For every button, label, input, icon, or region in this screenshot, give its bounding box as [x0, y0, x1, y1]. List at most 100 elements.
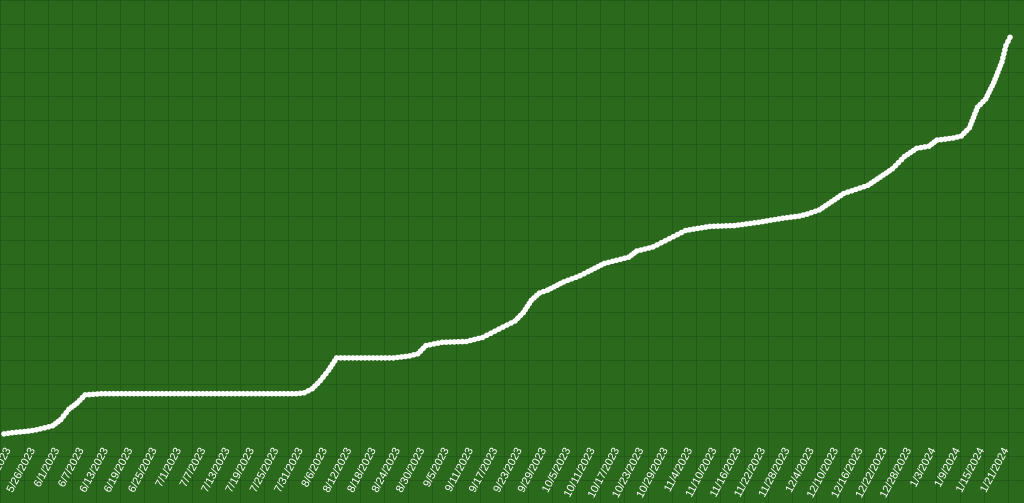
data-point: [792, 213, 798, 220]
data-point: [179, 390, 186, 397]
data-point: [191, 390, 198, 397]
data-point: [443, 339, 450, 346]
data-point: [386, 355, 393, 361]
data-point: [277, 390, 283, 397]
data-point: [784, 214, 790, 221]
data-point: [86, 391, 92, 398]
data-point: [220, 390, 226, 397]
data-point: [127, 390, 133, 397]
data-point: [370, 355, 376, 361]
data-point: [252, 390, 259, 397]
data-point: [455, 338, 462, 345]
data-point: [106, 390, 113, 397]
data-point: [1007, 34, 1013, 41]
data-point: [333, 355, 340, 361]
data-point: [1003, 42, 1009, 49]
data-point: [232, 390, 238, 397]
data-point: [938, 136, 944, 143]
data-point: [256, 390, 263, 397]
data-point: [17, 429, 24, 435]
data-point: [102, 390, 109, 397]
data-point: [143, 390, 149, 397]
data-point: [208, 390, 214, 397]
data-point: [118, 390, 125, 397]
data-point: [151, 390, 157, 397]
data-point: [240, 390, 247, 397]
data-point: [147, 390, 153, 397]
data-point: [159, 390, 165, 397]
data-point: [358, 355, 364, 361]
data-point: [268, 390, 275, 397]
data-point: [451, 339, 458, 345]
data-point: [139, 390, 145, 397]
data-point: [216, 390, 222, 397]
data-point: [114, 390, 121, 397]
data-point: [273, 390, 279, 397]
data-point: [289, 390, 295, 397]
data-point: [743, 221, 750, 227]
data-point: [212, 390, 218, 397]
data-point: [228, 390, 234, 397]
data-point: [281, 390, 287, 397]
data-point: [204, 390, 210, 397]
data-point: [727, 222, 733, 229]
data-point: [398, 354, 405, 360]
series: [1, 34, 1013, 437]
data-point: [439, 339, 445, 346]
data-point: [167, 390, 174, 397]
data-point: [224, 390, 230, 397]
data-point: [183, 390, 190, 397]
data-point: [942, 136, 948, 142]
data-point: [711, 223, 717, 230]
data-point: [1, 431, 7, 437]
data-point: [459, 338, 466, 345]
data-point: [382, 355, 389, 361]
data-point: [94, 391, 101, 397]
data-point: [354, 355, 360, 361]
data-point: [341, 355, 348, 361]
data-point: [200, 390, 206, 397]
data-point: [163, 390, 170, 397]
x-axis-tick-labels: 5/20/20235/26/20236/1/20236/7/20236/13/2…: [0, 446, 1012, 500]
data-point: [236, 390, 243, 397]
data-point: [346, 355, 352, 361]
data-point: [378, 355, 385, 361]
data-point: [735, 222, 741, 228]
data-point: [131, 390, 137, 397]
data-point: [82, 392, 88, 398]
data-point: [715, 223, 721, 229]
data-point: [248, 390, 255, 397]
data-point: [187, 390, 194, 397]
data-point: [135, 390, 141, 397]
data-point: [723, 223, 729, 229]
data-point: [285, 390, 291, 397]
data-point: [707, 223, 713, 230]
data-point: [98, 390, 105, 397]
data-point: [90, 391, 96, 398]
data-point: [195, 390, 202, 397]
data-point: [297, 390, 303, 397]
data-point: [780, 215, 786, 221]
data-point: [751, 220, 758, 226]
data-point: [719, 223, 725, 229]
data-point: [110, 390, 117, 397]
data-point: [25, 428, 32, 434]
data-point: [171, 390, 178, 397]
data-point: [9, 429, 15, 436]
data-point: [337, 355, 344, 361]
data-point: [374, 355, 381, 361]
data-point: [362, 355, 368, 361]
data-point: [264, 390, 271, 397]
data-point: [771, 216, 778, 223]
data-point: [260, 390, 267, 397]
data-point: [447, 339, 454, 345]
data-point: [390, 355, 397, 361]
data-point: [366, 355, 372, 361]
data-point: [122, 390, 129, 397]
data-point: [155, 390, 161, 397]
data-point: [350, 355, 356, 361]
data-point: [244, 390, 251, 397]
